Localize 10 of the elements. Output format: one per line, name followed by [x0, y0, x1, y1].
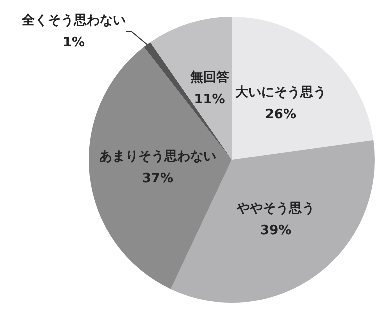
slice-label: 全くそう思わない [21, 14, 126, 28]
data-label: 26% [265, 107, 296, 122]
slice-label: 無回答 [189, 70, 230, 86]
data-label: 11% [194, 92, 226, 108]
slice-label: あまりそう思わない [99, 150, 216, 165]
slice-label: 大いにそう思う [235, 85, 326, 100]
slice-label: ややそう思う [236, 202, 316, 217]
data-label: 1% [62, 36, 86, 50]
data-label: 39% [260, 224, 292, 239]
data-label: 37% [142, 172, 174, 187]
